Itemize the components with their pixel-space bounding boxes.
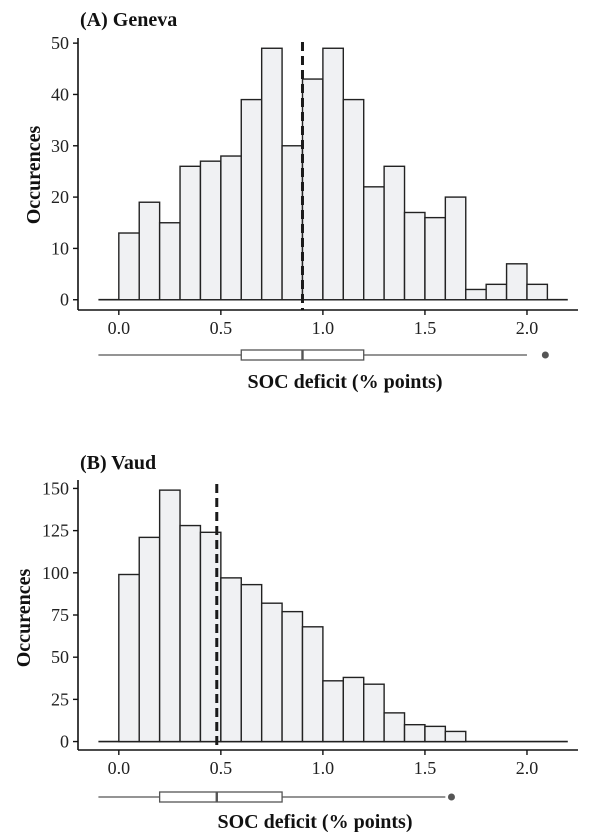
boxplot-vaud bbox=[98, 791, 455, 803]
bar-geneva-2 bbox=[158, 222, 181, 301]
bar-geneva-4 bbox=[199, 160, 222, 301]
bar-vaud-14 bbox=[403, 723, 426, 743]
bar-geneva-16 bbox=[444, 196, 467, 301]
boxplot-geneva bbox=[98, 349, 549, 361]
bar-vaud-7 bbox=[260, 602, 283, 743]
boxplot-box-vaud bbox=[158, 791, 283, 803]
panel-vaud: (B) Vaud Occurences 0 25 50 75 100 125 150 0.0… bbox=[13, 452, 578, 832]
y-tick-label-geneva-5: 50 bbox=[51, 33, 69, 53]
bar-vaud-15 bbox=[424, 725, 447, 743]
y-tick-label-geneva-4: 40 bbox=[51, 84, 69, 104]
bar-geneva-7 bbox=[260, 47, 283, 301]
bar-geneva-15 bbox=[424, 216, 447, 301]
axes-geneva bbox=[77, 38, 578, 311]
bar-geneva-1 bbox=[138, 201, 161, 301]
panel-title-geneva: (A) Geneva bbox=[80, 9, 177, 31]
x-tick-label-geneva-4: 2.0 bbox=[516, 318, 539, 338]
bar-vaud-2 bbox=[158, 489, 181, 743]
x-ticks-vaud: 0.0 0.5 1.0 1.5 2.0 bbox=[108, 750, 539, 778]
bar-vaud-16 bbox=[444, 730, 467, 743]
bar-vaud-6 bbox=[240, 583, 263, 743]
axes-vaud bbox=[77, 480, 578, 751]
bar-geneva-0 bbox=[118, 232, 140, 301]
y-tick-label-geneva-2: 20 bbox=[51, 187, 69, 207]
y-axis-label-vaud: Occurences bbox=[13, 569, 35, 668]
bar-vaud-8 bbox=[281, 610, 304, 743]
bar-vaud-9 bbox=[301, 626, 324, 743]
bar-vaud-10 bbox=[322, 680, 345, 743]
boxplot-outlier-vaud-0 bbox=[447, 793, 455, 801]
x-tick-label-vaud-2: 1.0 bbox=[312, 758, 335, 778]
y-axis-label-geneva: Occurences bbox=[23, 126, 45, 225]
x-tick-label-vaud-3: 1.5 bbox=[414, 758, 437, 778]
y-tick-label-vaud-6: 150 bbox=[42, 478, 69, 498]
boxplot-outlier-geneva-0 bbox=[541, 351, 549, 359]
y-ticks-vaud: 0 25 50 75 100 125 150 bbox=[42, 478, 78, 752]
bars-geneva bbox=[98, 47, 568, 301]
bar-vaud-13 bbox=[383, 712, 406, 743]
y-tick-label-vaud-5: 125 bbox=[42, 521, 69, 541]
y-tick-label-vaud-1: 25 bbox=[51, 689, 69, 709]
panel-geneva: (A) Geneva Occurences 0 10 20 30 40 50 0.0 0.5… bbox=[23, 9, 578, 393]
x-ticks-geneva: 0.0 0.5 1.0 1.5 2.0 bbox=[108, 310, 539, 338]
x-tick-label-vaud-1: 0.5 bbox=[210, 758, 233, 778]
bar-geneva-12 bbox=[363, 186, 385, 301]
bar-geneva-17 bbox=[465, 288, 487, 301]
bar-geneva-5 bbox=[220, 155, 242, 301]
y-ticks-geneva: 0 10 20 30 40 50 bbox=[51, 33, 78, 310]
bar-geneva-6 bbox=[240, 98, 263, 301]
y-tick-label-vaud-3: 75 bbox=[51, 605, 69, 625]
y-tick-label-geneva-1: 10 bbox=[51, 238, 69, 258]
x-axis-label-geneva: SOC deficit (% points) bbox=[248, 371, 443, 393]
bar-vaud-3 bbox=[179, 524, 202, 743]
x-tick-label-geneva-3: 1.5 bbox=[414, 318, 437, 338]
bars-vaud bbox=[98, 489, 568, 743]
bar-geneva-14 bbox=[403, 211, 426, 301]
x-tick-label-geneva-2: 1.0 bbox=[312, 318, 335, 338]
bar-geneva-19 bbox=[505, 263, 528, 301]
panel-title-vaud: (B) Vaud bbox=[80, 452, 156, 474]
x-axis-label-vaud: SOC deficit (% points) bbox=[218, 811, 413, 832]
bar-vaud-12 bbox=[363, 683, 385, 743]
y-tick-label-vaud-4: 100 bbox=[42, 563, 69, 583]
y-tick-label-vaud-0: 0 bbox=[60, 732, 69, 752]
bar-vaud-0 bbox=[118, 573, 140, 743]
x-tick-label-vaud-0: 0.0 bbox=[108, 758, 131, 778]
x-tick-label-geneva-1: 0.5 bbox=[210, 318, 233, 338]
bar-geneva-11 bbox=[342, 98, 365, 301]
x-tick-label-vaud-4: 2.0 bbox=[516, 758, 539, 778]
bar-geneva-8 bbox=[281, 145, 304, 301]
bar-vaud-1 bbox=[138, 536, 161, 743]
y-tick-label-vaud-2: 50 bbox=[51, 647, 69, 667]
y-tick-label-geneva-3: 30 bbox=[51, 136, 69, 156]
y-tick-label-geneva-0: 0 bbox=[60, 290, 69, 310]
bar-geneva-9 bbox=[301, 78, 324, 301]
bar-vaud-5 bbox=[220, 577, 242, 743]
bar-geneva-10 bbox=[322, 47, 345, 301]
x-tick-label-geneva-0: 0.0 bbox=[108, 318, 131, 338]
bar-geneva-18 bbox=[485, 283, 508, 301]
bar-geneva-13 bbox=[383, 165, 406, 301]
bar-geneva-3 bbox=[179, 165, 202, 301]
bar-vaud-11 bbox=[342, 676, 365, 743]
bar-geneva-20 bbox=[526, 283, 549, 301]
